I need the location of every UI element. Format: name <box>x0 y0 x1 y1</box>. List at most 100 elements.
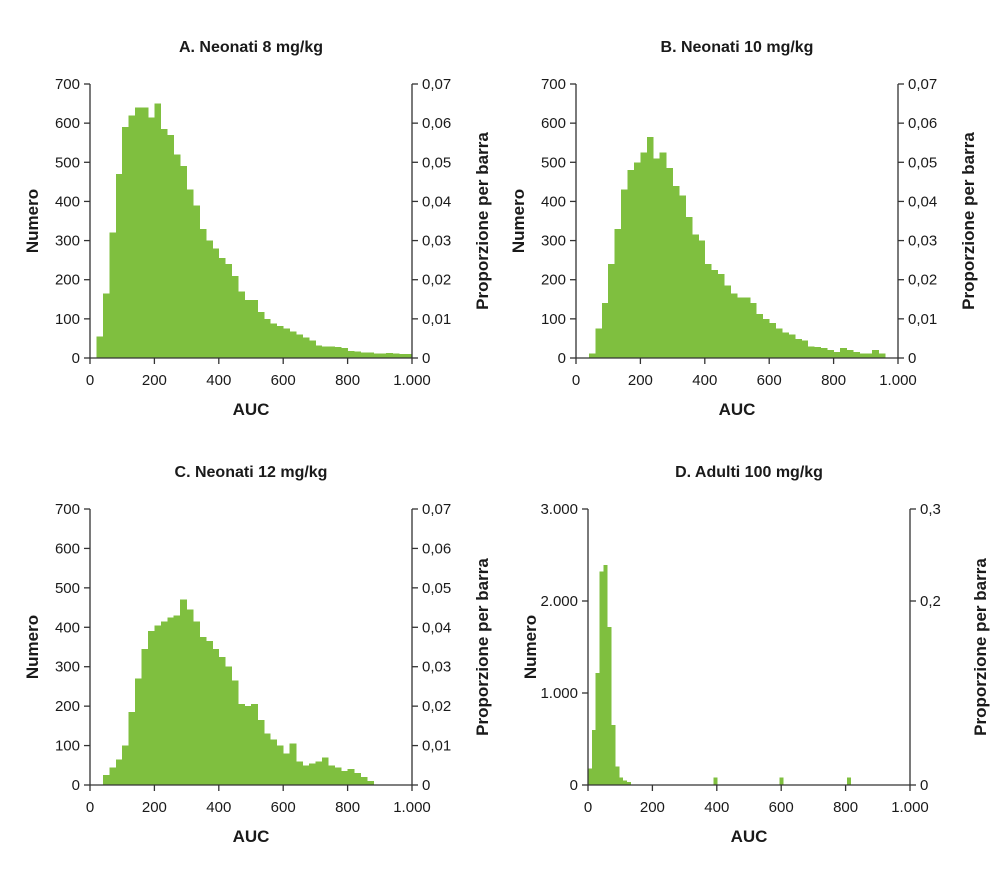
histogram-bar <box>756 314 764 358</box>
y-tick-label: 300 <box>55 659 80 676</box>
histogram-bar-outlier <box>713 777 718 785</box>
histogram-bar <box>147 631 155 785</box>
histogram-bar <box>308 340 316 358</box>
x-axis-title: AUC <box>233 827 270 846</box>
histogram-bar <box>762 318 770 358</box>
histogram-bar <box>704 264 712 358</box>
histogram-bar <box>354 773 361 785</box>
x-tick-label: 0 <box>86 799 94 816</box>
y2-tick-label: 0,05 <box>908 154 937 171</box>
x-tick-label: 600 <box>271 799 296 816</box>
histogram-bar <box>115 759 123 785</box>
y2-tick-label: 0,02 <box>908 272 937 289</box>
histogram-bar <box>679 195 686 358</box>
histogram-bar <box>128 115 136 358</box>
x-tick-label: 200 <box>628 372 653 389</box>
y2-axis-title: Proporzione per barra <box>971 558 990 736</box>
histogram-bar <box>646 136 654 358</box>
y2-tick-label: 0,03 <box>422 659 451 676</box>
y2-tick-label: 0 <box>422 350 430 367</box>
y2-tick-label: 0,07 <box>422 501 451 518</box>
histogram-bar <box>595 672 600 785</box>
histogram-bar <box>749 303 757 358</box>
y2-tick-label: 0,2 <box>920 593 941 610</box>
histogram-bar <box>102 775 110 785</box>
histogram-bar <box>328 765 336 785</box>
y2-tick-label: 0,01 <box>422 738 451 755</box>
histogram-bar <box>827 350 834 358</box>
panel-a: 0 100 200 300 400 500 600 700 0 0,01 0,02 0,03 0,04 0… <box>23 39 492 419</box>
histogram-bar <box>666 168 673 358</box>
histogram-bar <box>852 352 860 358</box>
histogram-bar <box>588 768 593 785</box>
histogram-bar <box>193 205 200 358</box>
histogram-bar <box>289 743 297 785</box>
x-tick-label: 200 <box>142 372 167 389</box>
histogram-bar <box>154 625 162 785</box>
histogram-bar <box>379 353 387 358</box>
x-tick-label: 800 <box>335 372 360 389</box>
y2-tick-label: 0,3 <box>920 501 941 518</box>
y2-tick-label: 0,02 <box>422 698 451 715</box>
histogram-bar <box>621 189 628 358</box>
x-tick-label: 800 <box>833 799 858 816</box>
histogram-bar <box>685 217 693 358</box>
histogram-bar <box>698 240 706 358</box>
histogram-bar <box>199 637 207 785</box>
y-tick-label: 400 <box>55 619 80 636</box>
histogram-bar <box>276 325 284 358</box>
chart-title: C. Neonati 12 mg/kg <box>175 464 328 481</box>
histogram-bar <box>730 293 738 358</box>
chart-title: D. Adulti 100 mg/kg <box>675 464 823 481</box>
histogram-bar <box>807 346 815 358</box>
y2-tick-label: 0,01 <box>422 311 451 328</box>
histogram-bar <box>128 712 136 785</box>
x-tick-label: 600 <box>769 799 794 816</box>
y2-axis-title: Proporzione per barra <box>959 132 978 310</box>
histogram-bar <box>102 293 110 358</box>
histogram-bar <box>115 174 123 358</box>
histogram-bar <box>622 780 628 785</box>
histogram-bar <box>607 626 612 785</box>
y-tick-label: 2.000 <box>540 593 578 610</box>
x-tick-label: 1.000 <box>891 799 929 816</box>
y-tick-label: 300 <box>55 233 80 250</box>
histogram-bar <box>109 767 117 785</box>
histogram-bar <box>167 134 175 358</box>
histogram-bar <box>122 745 130 785</box>
histogram-bar <box>263 733 271 785</box>
y-tick-label: 0 <box>72 350 80 367</box>
histogram-bar <box>659 152 667 358</box>
histogram-bars <box>588 565 852 785</box>
x-tick-label: 0 <box>86 372 94 389</box>
x-tick-label: 800 <box>335 799 360 816</box>
y2-tick-label: 0,05 <box>422 154 451 171</box>
histogram-bar <box>840 348 847 358</box>
x-tick-label: 400 <box>692 372 717 389</box>
histogram-bar <box>711 269 719 358</box>
y-tick-label: 0 <box>72 777 80 794</box>
y-tick-label: 200 <box>55 272 80 289</box>
histogram-bar <box>308 763 316 785</box>
y-axis-title: Numero <box>23 615 42 679</box>
histogram-bar <box>257 311 265 358</box>
histogram-bar <box>109 232 117 358</box>
y-tick-label: 400 <box>541 193 566 210</box>
y-tick-label: 200 <box>541 272 566 289</box>
x-tick-label: 0 <box>572 372 580 389</box>
histogram-bar <box>691 234 699 358</box>
histogram-bar <box>231 680 239 785</box>
histogram-bar <box>373 353 381 358</box>
histogram-bar <box>769 322 777 358</box>
x-tick-label: 400 <box>206 799 231 816</box>
histogram-bar <box>611 725 616 785</box>
histogram-bar <box>360 352 368 358</box>
y2-axis-title: Proporzione per barra <box>473 558 492 736</box>
histogram-bar <box>296 761 303 785</box>
histogram-bar <box>595 328 603 358</box>
y-tick-label: 1.000 <box>540 685 578 702</box>
y-tick-label: 100 <box>541 311 566 328</box>
histogram-bar <box>212 648 220 785</box>
histogram-bar <box>154 103 162 358</box>
histogram-bar <box>588 353 596 358</box>
